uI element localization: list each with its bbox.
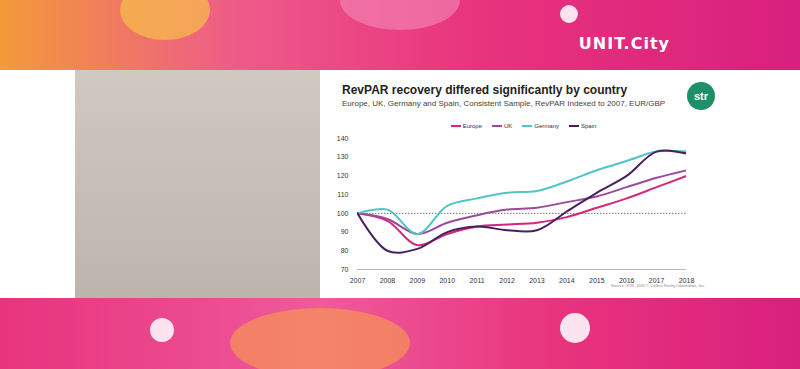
svg-text:70: 70	[341, 266, 349, 273]
html-text:str: str	[694, 90, 708, 102]
html-text:RevPAR recovery differed signi: RevPAR recovery differed significantly b…	[342, 83, 628, 97]
html-text:Europe: Europe	[462, 123, 482, 129]
svg-text:130: 130	[337, 153, 349, 160]
svg-text:2011: 2011	[470, 277, 485, 284]
svg-text:2010: 2010	[439, 277, 455, 284]
svg-text:2017: 2017	[648, 277, 665, 285]
html-text:Germany: Germany	[534, 123, 559, 129]
svg-text:140: 140	[337, 135, 349, 142]
html-text:UNIT.City: UNIT.City	[578, 34, 670, 53]
svg-text:90: 90	[341, 228, 349, 235]
html-text:Europe, UK, Germany and Spain,: Europe, UK, Germany and Spain, Consisten…	[342, 99, 666, 108]
svg-text:100: 100	[337, 210, 349, 217]
html-text:UK: UK	[504, 123, 513, 129]
svg-text:2007: 2007	[350, 277, 366, 284]
svg-text:2018: 2018	[678, 277, 695, 285]
svg-text:80: 80	[341, 247, 349, 254]
svg-text:2008: 2008	[380, 277, 396, 284]
svg-text:120: 120	[337, 172, 349, 179]
svg-text:2009: 2009	[410, 277, 426, 284]
svg-text:2012: 2012	[499, 277, 515, 284]
html-text:Source: STR. 2020 © CoStar Rea: Source: STR. 2020 © CoStar Realty Inform…	[611, 283, 705, 288]
svg-text:2014: 2014	[559, 277, 575, 284]
svg-text:110: 110	[337, 191, 348, 198]
svg-text:2013: 2013	[529, 277, 545, 284]
svg-text:2016: 2016	[618, 277, 635, 285]
svg-text:2015: 2015	[589, 277, 605, 284]
html-text:Spain: Spain	[581, 123, 597, 129]
